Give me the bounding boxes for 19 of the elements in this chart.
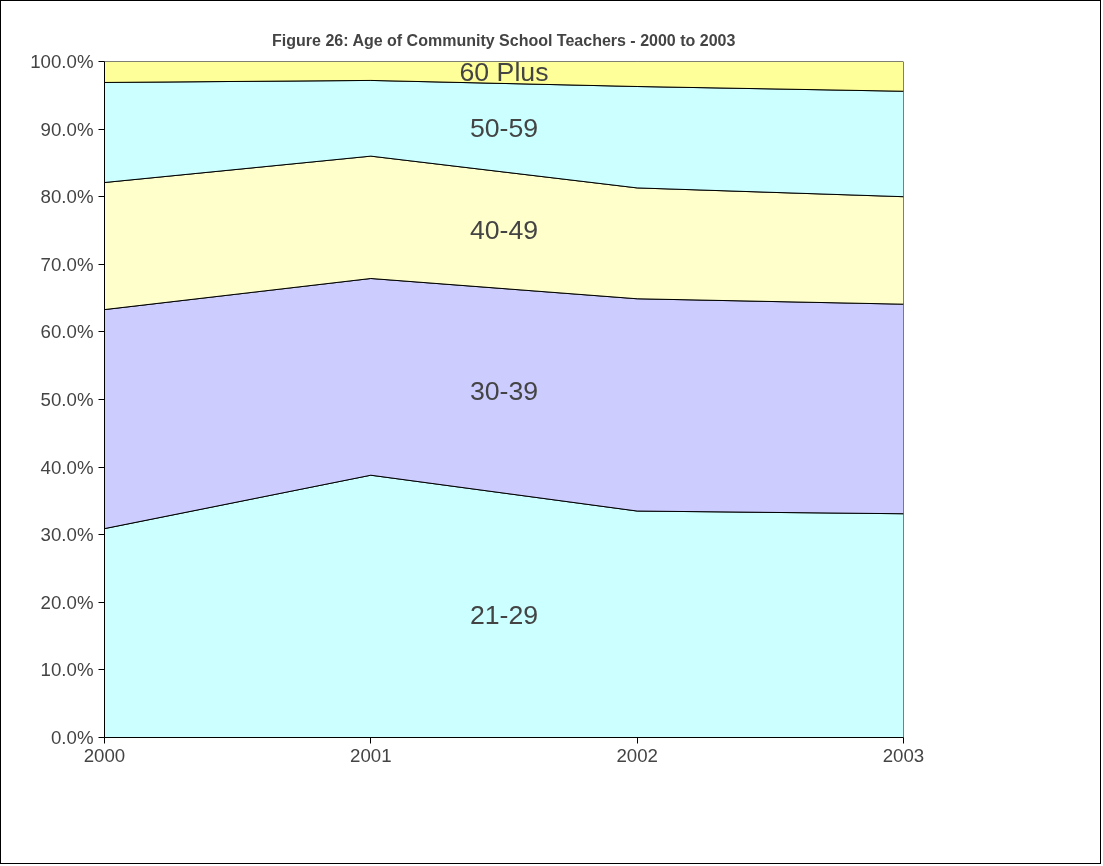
y-tick-label: 10.0%: [40, 659, 94, 681]
series-label: 21-29: [469, 600, 539, 631]
x-tick-label: 2003: [882, 744, 925, 766]
series-label: 50-59: [469, 112, 539, 143]
y-tick-label: 80.0%: [40, 186, 94, 208]
chart-title: Figure 26: Age of Community School Teachers - 2000 to 2003: [272, 32, 736, 49]
series-label: 60 Plus: [459, 57, 549, 88]
y-tick-label: 60.0%: [40, 321, 94, 343]
x-tick-label: 2001: [350, 744, 392, 766]
y-tick-label: 20.0%: [40, 591, 94, 613]
y-tick-label: 40.0%: [40, 456, 94, 478]
y-tick-label: 50.0%: [40, 389, 94, 410]
series-label: 40-49: [469, 215, 539, 246]
y-tick-label: 100.0%: [30, 51, 94, 72]
x-tick-label: 2002: [616, 744, 658, 766]
series-label: 30-39: [469, 375, 539, 406]
y-tick-label: 70.0%: [40, 253, 94, 275]
y-tick-label: 30.0%: [40, 524, 94, 546]
y-tick-label: 90.0%: [40, 118, 94, 140]
